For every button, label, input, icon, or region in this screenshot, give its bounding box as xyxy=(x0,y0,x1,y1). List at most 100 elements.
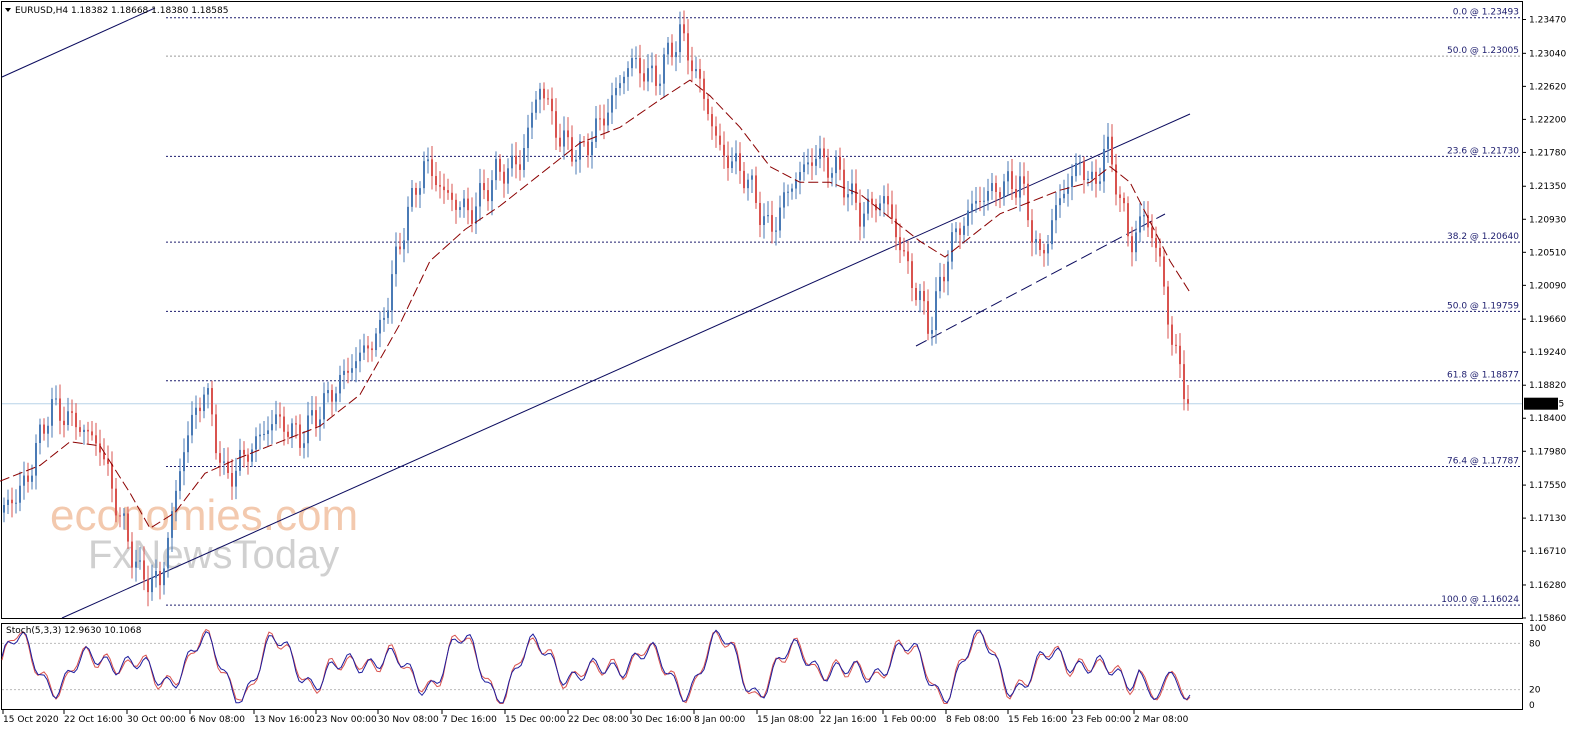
candle-body xyxy=(475,206,477,224)
candle-body xyxy=(535,99,537,113)
candle-body xyxy=(1107,136,1109,149)
candle-body xyxy=(23,475,25,486)
candle-body xyxy=(595,118,597,142)
candle-body xyxy=(759,202,761,225)
candle-body xyxy=(679,24,681,53)
candle-body xyxy=(315,410,317,427)
candle-body xyxy=(371,348,373,351)
candle-body xyxy=(583,141,585,143)
candle-body xyxy=(411,188,413,207)
candle-body xyxy=(271,424,273,431)
moving-average-line xyxy=(0,79,1191,530)
candle-body xyxy=(683,24,685,34)
candle-body xyxy=(1147,215,1149,228)
candle-body xyxy=(1111,136,1113,165)
candle-body xyxy=(239,449,241,471)
candle-body xyxy=(1175,344,1177,346)
candle-body xyxy=(431,159,433,177)
candle-body xyxy=(43,424,45,434)
candle-body xyxy=(891,204,893,219)
candle-body xyxy=(491,180,493,202)
price-tick-label: 1.23470 xyxy=(1529,16,1566,26)
candle-body xyxy=(1087,178,1089,181)
candle-body xyxy=(15,502,17,504)
candle-body xyxy=(711,114,713,127)
candle-body xyxy=(175,490,177,512)
candle-body xyxy=(355,361,357,369)
candle-body xyxy=(211,388,213,415)
candle-body xyxy=(131,541,133,568)
candle-body xyxy=(223,461,225,463)
candle-body xyxy=(227,461,229,473)
candle-body xyxy=(151,577,153,593)
candle-body xyxy=(771,215,773,232)
candle-body xyxy=(399,246,401,250)
candle-body xyxy=(1099,181,1101,184)
symbol-dropdown-icon[interactable] xyxy=(5,8,11,12)
candle-body xyxy=(1131,236,1133,253)
price-tick-label: 1.21350 xyxy=(1529,182,1566,192)
candle-body xyxy=(551,98,553,112)
candle-body xyxy=(975,200,977,204)
time-tick-label: 15 Dec 00:00 xyxy=(505,715,566,725)
time-tick-label: 6 Nov 08:00 xyxy=(190,715,245,725)
candle-body xyxy=(575,159,577,162)
candle-body xyxy=(27,475,29,482)
candle-body xyxy=(1059,198,1061,206)
candle-body xyxy=(811,162,813,166)
price-tick-label: 1.21780 xyxy=(1529,148,1566,158)
candle-body xyxy=(1031,220,1033,243)
candle-body xyxy=(375,333,377,351)
candle-body xyxy=(783,192,785,208)
candle-body xyxy=(751,175,753,180)
candle-body xyxy=(1151,227,1153,239)
price-tick-label: 1.22620 xyxy=(1529,82,1566,92)
candle-body xyxy=(1043,250,1045,254)
candle-body xyxy=(335,393,337,402)
candle-body xyxy=(699,69,701,79)
candle-body xyxy=(1115,164,1117,195)
candle-body xyxy=(171,511,173,538)
channel-line-lower xyxy=(915,213,1166,347)
candle-body xyxy=(123,513,125,516)
candle-body xyxy=(507,168,509,184)
candle-body xyxy=(291,423,293,437)
candle-body xyxy=(971,203,973,211)
candle-body xyxy=(727,155,729,169)
candle-body xyxy=(263,433,265,435)
candle-body xyxy=(63,420,65,426)
candle-body xyxy=(391,274,393,311)
candle-body xyxy=(691,60,693,72)
candle-body xyxy=(887,196,889,205)
candle-body xyxy=(675,52,677,58)
candle-body xyxy=(207,388,209,395)
candle-body xyxy=(1163,256,1165,287)
candle-body xyxy=(935,291,937,331)
candle-body xyxy=(663,54,665,84)
fib-level-label: 76.4 @ 1.17787 xyxy=(1447,456,1519,466)
fib-level-label: 23.6 @ 1.21730 xyxy=(1447,146,1519,156)
price-tick-label: 1.17130 xyxy=(1529,514,1566,524)
candle-body xyxy=(511,155,513,169)
candle-body xyxy=(1123,197,1125,204)
candle-body xyxy=(467,198,469,211)
candle-body xyxy=(307,415,309,444)
time-tick-label: 2 Mar 08:00 xyxy=(1134,715,1189,725)
time-tick-label: 15 Jan 08:00 xyxy=(757,715,814,725)
candle-body xyxy=(987,191,989,201)
candle-body xyxy=(899,237,901,251)
candle-body xyxy=(915,287,917,301)
candle-body xyxy=(427,159,429,162)
current-price-tag xyxy=(1524,397,1558,410)
candle-body xyxy=(995,183,997,192)
candle-body xyxy=(807,162,809,165)
candle-body xyxy=(631,58,633,69)
candle-body xyxy=(75,412,77,428)
candle-body xyxy=(219,453,221,463)
price-tick-label: 1.20510 xyxy=(1529,248,1566,258)
candle-body xyxy=(495,158,497,181)
candle-body xyxy=(187,435,189,453)
candle-body xyxy=(1071,176,1073,187)
